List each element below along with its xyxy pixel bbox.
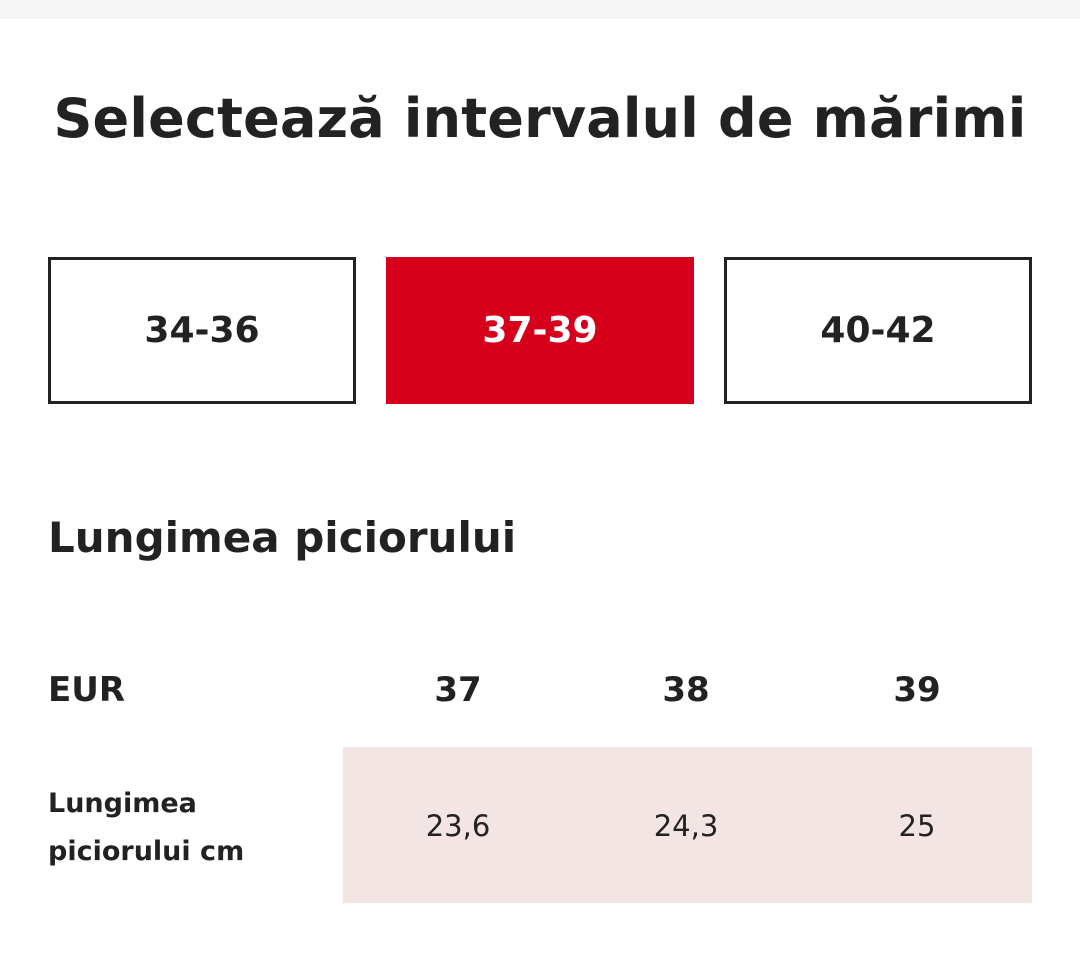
size-range-button-40-42[interactable]: 40-42	[724, 257, 1032, 404]
table-cell: 24,3	[653, 809, 719, 843]
table-cell: 23,6	[425, 809, 491, 843]
size-range-label: 37-39	[482, 310, 598, 351]
size-range-button-37-39[interactable]: 37-39	[386, 257, 694, 404]
size-range-label: 34-36	[144, 310, 260, 351]
table-row-label: Lungimea piciorului cm	[48, 788, 245, 867]
table-header-size: 37	[434, 670, 482, 710]
size-range-button-34-36[interactable]: 34-36	[48, 257, 356, 404]
table-header-size: 39	[893, 670, 941, 710]
table-header-label: EUR	[48, 670, 126, 710]
table-row-highlight	[343, 747, 1032, 903]
top-strip	[0, 0, 1080, 19]
table-cell: 25	[898, 809, 936, 843]
table-header-size: 38	[662, 670, 710, 710]
page-title: Selectează intervalul de mărimi	[53, 87, 1027, 150]
size-range-label: 40-42	[820, 310, 936, 351]
section-title: Lungimea piciorului	[48, 513, 517, 562]
